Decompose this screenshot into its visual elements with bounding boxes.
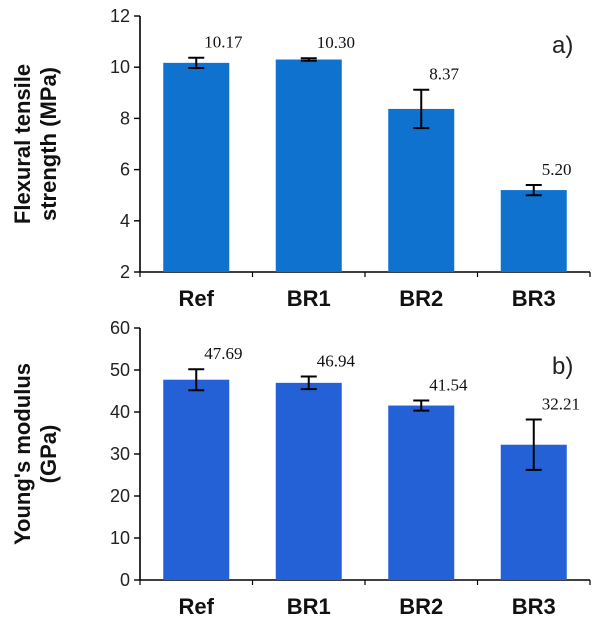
y-axis-label: (GPa)	[36, 425, 61, 484]
bar	[163, 379, 230, 580]
bar	[388, 108, 455, 272]
data-label: 10.30	[317, 33, 355, 52]
category-label: Ref	[179, 594, 215, 619]
chart-panel-a: 2 4 6 8 10 12 10.17 Ref 10.30 BR1 8.37 BR2 5.20 BR3 Fl…	[10, 6, 591, 311]
y-axis-label: strength (MPa)	[36, 67, 61, 221]
category-label: BR2	[399, 286, 443, 311]
y-tick-label: 20	[110, 486, 130, 506]
category-label: BR1	[287, 594, 331, 619]
chart-panel-b: 0 10 20 30 40 50 60 47.69 Ref 46.94 BR1 41.54 BR2 32.…	[10, 318, 591, 619]
y-axis-label: Young's modulus	[10, 363, 35, 545]
y-tick-label: 12	[110, 6, 130, 26]
category-label: Ref	[179, 286, 215, 311]
bar	[388, 405, 455, 580]
y-tick-label: 60	[110, 318, 130, 338]
data-label: 41.54	[429, 375, 468, 394]
y-axis-label: Flexural tensile	[10, 64, 35, 224]
data-label: 10.17	[204, 33, 243, 52]
y-tick-label: 0	[120, 570, 130, 590]
panel-label: b)	[552, 353, 573, 380]
bar	[275, 382, 342, 580]
category-label: BR2	[399, 594, 443, 619]
y-tick-label: 10	[110, 57, 130, 77]
bar	[163, 62, 230, 273]
data-label: 32.21	[542, 395, 580, 414]
y-tick-label: 6	[120, 160, 130, 180]
y-tick-label: 10	[110, 528, 130, 548]
category-label: BR3	[512, 594, 556, 619]
data-label: 5.20	[542, 160, 572, 179]
data-label: 47.69	[204, 344, 242, 363]
bar	[275, 59, 342, 272]
y-tick-label: 30	[110, 444, 130, 464]
y-tick-label: 4	[120, 211, 130, 231]
category-label: BR1	[287, 286, 331, 311]
bar	[500, 190, 567, 272]
y-tick-label: 40	[110, 402, 130, 422]
y-tick-label: 8	[120, 108, 130, 128]
category-label: BR3	[512, 286, 556, 311]
data-label: 46.94	[317, 352, 356, 371]
data-label: 8.37	[429, 65, 459, 84]
panel-label: a)	[552, 32, 573, 59]
y-tick-label: 50	[110, 360, 130, 380]
y-tick-label: 2	[120, 262, 130, 282]
